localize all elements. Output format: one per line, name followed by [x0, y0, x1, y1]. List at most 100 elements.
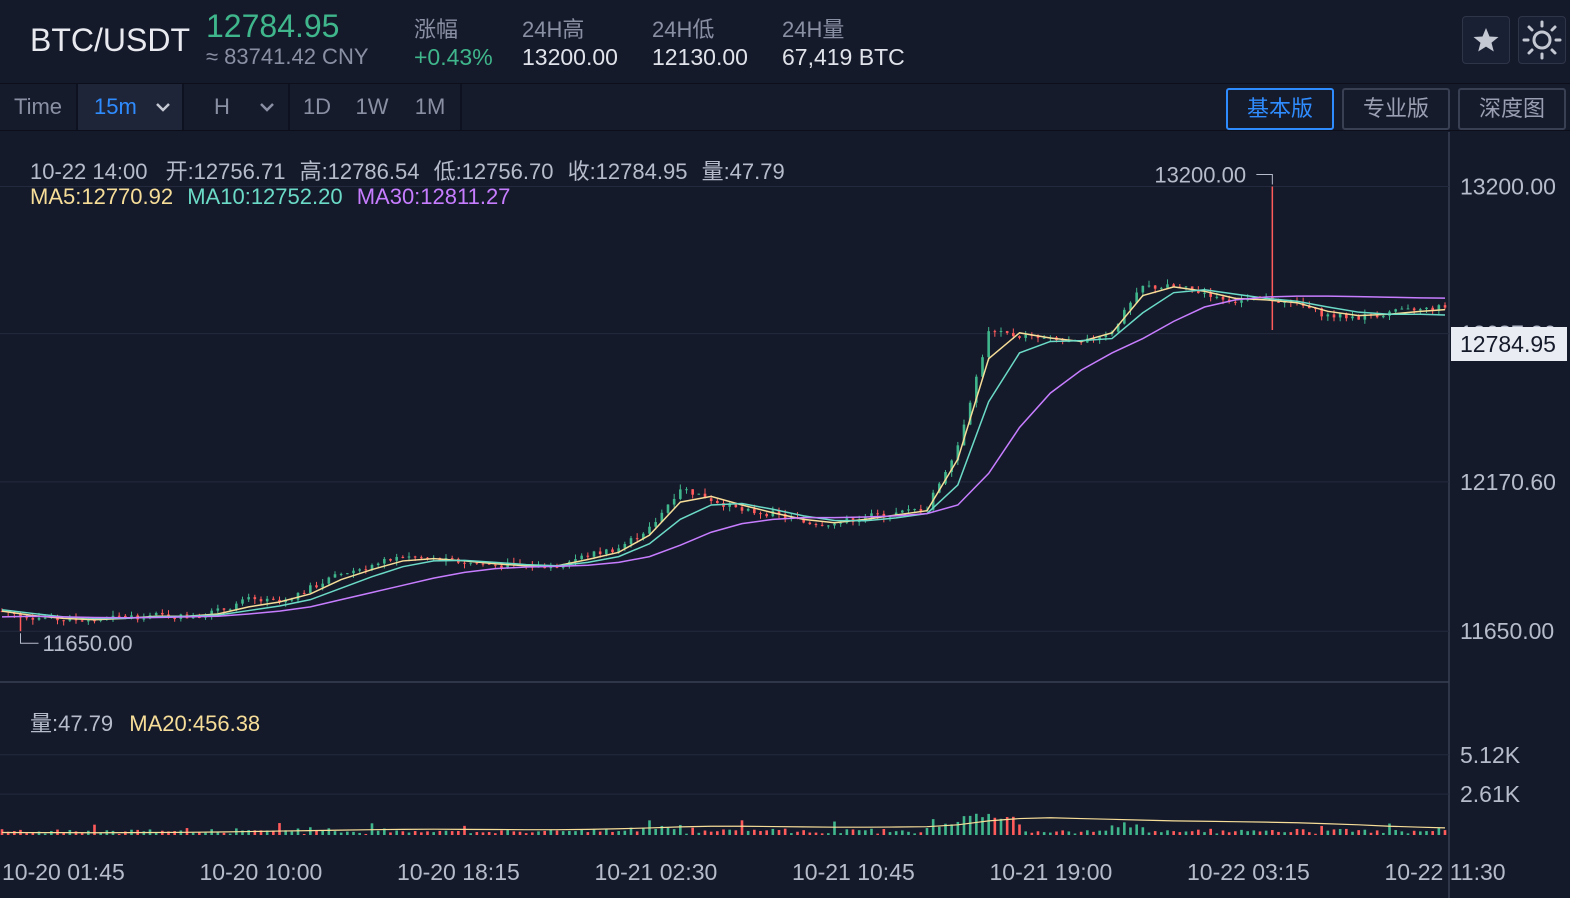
volume-bar: [672, 829, 676, 835]
volume-bar: [660, 825, 664, 835]
volume-bar: [1061, 830, 1064, 835]
candle-body: [487, 563, 491, 565]
candle-body: [1104, 334, 1108, 338]
candle-body: [740, 507, 744, 511]
favorite-button[interactable]: [1462, 16, 1510, 64]
ohlc-open: 开:12756.71: [165, 159, 286, 184]
volume-bar: [494, 833, 497, 835]
candle-body: [605, 549, 608, 555]
cny-price: ≈ 83741.42 CNY: [206, 44, 369, 69]
interval-time[interactable]: Time: [13, 94, 63, 119]
candle-body: [389, 558, 392, 561]
candle-body: [296, 592, 300, 600]
volume-bar: [62, 833, 65, 835]
candle-body: [894, 512, 898, 516]
volume-bar: [981, 817, 984, 835]
interval-1d[interactable]: 1D: [302, 94, 332, 119]
candle-body: [407, 556, 411, 558]
volume-bar: [1246, 831, 1249, 835]
min-marker-label: 11650.00: [43, 631, 133, 656]
candle-body: [827, 525, 830, 527]
candle-body: [450, 557, 454, 559]
volume-bar: [574, 831, 577, 835]
candle-body: [401, 556, 405, 558]
volume-bar: [1086, 830, 1089, 835]
volume-bar: [321, 830, 324, 835]
candle-body: [1203, 292, 1206, 294]
view-depth-button[interactable]: 深度图: [1458, 88, 1566, 130]
chevron-down-icon: [260, 103, 274, 112]
volume-bar: [241, 830, 244, 835]
volume-bar: [1419, 831, 1422, 835]
volume-bar: [679, 824, 682, 835]
volume-bar: [993, 817, 997, 835]
pair-name[interactable]: BTC/USDT: [30, 22, 190, 58]
volume-bar: [691, 827, 694, 835]
ticker-header: [0, 0, 1570, 84]
candle-body: [475, 562, 479, 564]
volume-bar: [352, 831, 355, 835]
volume-bar: [1332, 829, 1336, 835]
volume-bar: [728, 829, 731, 835]
candle-body: [1375, 315, 1379, 318]
volume-bar: [93, 824, 96, 835]
ma-line-ma10: [1, 289, 1446, 620]
volume-bar: [580, 829, 583, 835]
volume-bar: [364, 833, 368, 835]
candle-body: [981, 357, 984, 377]
volume-bar: [870, 828, 873, 835]
volume-bar: [185, 828, 189, 835]
volume-bar: [1271, 830, 1274, 835]
candle-body: [956, 445, 960, 461]
candle-body: [697, 493, 701, 495]
volume-bar: [80, 833, 84, 835]
candle-body: [1394, 309, 1397, 312]
candle-body: [1141, 285, 1145, 293]
volume-value: 量:47.79: [30, 711, 114, 736]
candle-body: [1153, 285, 1157, 289]
interval-hour[interactable]: H: [190, 84, 286, 130]
volume-bar: [524, 833, 528, 835]
candle-body: [1314, 308, 1317, 310]
candle-body: [154, 612, 158, 616]
candle-body: [1240, 300, 1243, 303]
candle-body: [919, 509, 923, 512]
volume-bar: [1110, 825, 1114, 835]
volume-bar: [389, 832, 392, 835]
volume-bar: [968, 815, 972, 835]
interval-15m[interactable]: 15m: [78, 84, 182, 130]
volume-bar: [99, 832, 102, 835]
volume-bar: [765, 830, 768, 835]
volume-bar: [247, 830, 250, 835]
volume-bar: [907, 831, 910, 835]
kline-chart[interactable]: 13200.0012687.2612170.6011650.005.12K2.6…: [0, 132, 1570, 898]
interval-1m[interactable]: 1M: [414, 94, 446, 119]
volume-bar: [457, 830, 460, 835]
low-value: 12130.00: [652, 44, 748, 70]
volume-bar: [1079, 831, 1083, 835]
candle-body: [1332, 314, 1336, 318]
theme-toggle-button[interactable]: [1518, 16, 1566, 64]
candle-body: [1234, 301, 1237, 303]
volume-bar: [222, 832, 226, 835]
candle-body: [962, 424, 966, 446]
sun-icon: [1522, 20, 1562, 60]
volume-bar: [894, 831, 898, 835]
volume-bar: [339, 832, 343, 835]
volume-bar: [31, 832, 35, 835]
volume-bar: [1116, 827, 1120, 835]
candle-body: [993, 331, 997, 333]
high-value: 13200.00: [522, 44, 618, 70]
candle-body: [1320, 308, 1323, 317]
candle-body: [420, 557, 423, 559]
volume-bar: [1073, 833, 1077, 835]
candle-body: [623, 544, 627, 549]
view-pro-button[interactable]: 专业版: [1342, 88, 1450, 130]
view-basic-button[interactable]: 基本版: [1226, 88, 1334, 130]
volume-bar: [481, 832, 485, 835]
last-price: 12784.95: [206, 8, 340, 44]
volume-bar: [1215, 833, 1219, 835]
candle-body: [210, 610, 213, 616]
interval-1w[interactable]: 1W: [355, 94, 389, 119]
price-tick-label: 12170.60: [1460, 469, 1556, 495]
